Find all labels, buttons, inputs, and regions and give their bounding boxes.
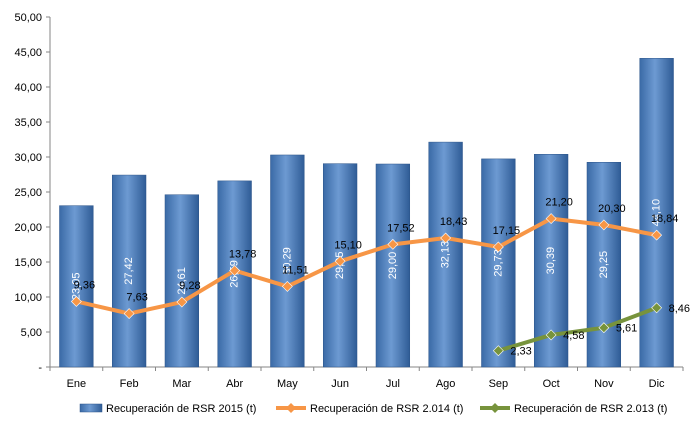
- x-tick-label: Jul: [386, 378, 400, 390]
- bar: [428, 141, 463, 368]
- bar-series-2015: [59, 58, 674, 368]
- y-tick-label: 40,00: [14, 82, 42, 94]
- point-data-label: 15,10: [334, 239, 362, 251]
- y-axis: - 5,00 10,00 15,00 20,00 25,00 30,00 35,00 40,00…: [14, 12, 51, 374]
- bar: [270, 154, 305, 368]
- bar-data-labels: 23,0527,4224,6126,5930,2929,0529,0032,13…: [70, 199, 662, 300]
- line-series-2: 2,33 4,58 5,61 8,46: [492, 302, 690, 358]
- x-axis: Ene Feb Mar Abr May Jun Jul Ago Sep Oct Nov Dic: [49, 366, 684, 390]
- legend-swatch: [79, 403, 103, 413]
- legend-label: Recuperación de RSR 2.014 (t): [310, 403, 463, 415]
- series-marker: [545, 329, 557, 341]
- series-marker: [492, 241, 504, 253]
- y-tick-label: 5,00: [21, 327, 42, 339]
- bar-data-label: 23,05: [70, 273, 82, 301]
- bar-data-label: 27,42: [123, 257, 135, 285]
- point-data-label: 20,30: [598, 203, 626, 215]
- x-tick-label: Sep: [489, 378, 509, 390]
- series-marker: [492, 345, 504, 357]
- y-tick-label: 35,00: [14, 117, 42, 129]
- series-marker: [123, 308, 135, 320]
- series-marker: [545, 213, 557, 225]
- bar-data-label: 29,25: [598, 251, 610, 279]
- point-data-label: 9,28: [179, 280, 200, 292]
- bar-data-label: 32,13: [440, 241, 452, 269]
- bar: [164, 194, 200, 368]
- y-tick-label: 10,00: [14, 292, 42, 304]
- legend-entry: Recuperación de RSR 2.013 (t): [480, 403, 667, 415]
- series-marker: [70, 296, 82, 307]
- series-marker: [651, 302, 663, 314]
- bar-data-label: 29,00: [387, 252, 399, 280]
- legend-swatch-marker: [286, 403, 296, 413]
- point-data-label: 2,33: [510, 346, 531, 358]
- y-tick-label: 50,00: [14, 12, 42, 24]
- series-line: [497, 305, 658, 353]
- point-data-label: 9,36: [74, 279, 95, 291]
- bar-data-label: 24,61: [176, 267, 188, 295]
- legend-entry: Recuperación de RSR 2015 (t): [79, 403, 256, 415]
- bar-data-label: 44,10: [651, 199, 663, 227]
- series-marker: [334, 255, 346, 267]
- y-tick-label: -: [38, 362, 42, 374]
- y-tick-label: 45,00: [14, 47, 42, 59]
- point-data-label: 17,52: [387, 222, 415, 234]
- point-data-label: 11,51: [282, 264, 309, 276]
- x-tick-label: Jun: [331, 378, 349, 390]
- point-data-label: 8,46: [669, 303, 690, 315]
- bar: [481, 158, 516, 368]
- point-data-label: 7,63: [126, 292, 147, 304]
- series-line: [75, 216, 658, 316]
- series-marker: [387, 238, 399, 250]
- series-marker: [598, 219, 610, 231]
- legend-label: Recuperación de RSR 2.013 (t): [514, 403, 667, 415]
- chart-legend: Recuperación de RSR 2015 (t) Recuperación…: [79, 403, 667, 415]
- point-data-label: 18,43: [440, 216, 468, 228]
- bar-data-label: 29,73: [492, 249, 504, 277]
- x-tick-label: Nov: [594, 378, 614, 390]
- bar-data-label: 30,29: [281, 247, 293, 275]
- bar: [375, 163, 411, 368]
- series-marker: [281, 281, 293, 292]
- series-marker: [651, 229, 663, 241]
- series-marker: [598, 322, 610, 334]
- bar-data-label: 30,39: [545, 247, 557, 275]
- y-tick-label: 15,00: [14, 257, 42, 269]
- point-data-label: 18,84: [651, 213, 679, 225]
- x-tick-label: Ene: [67, 378, 87, 390]
- y-tick-label: 30,00: [14, 152, 42, 164]
- x-tick-label: Mar: [172, 378, 191, 390]
- point-data-label: 17,15: [493, 225, 521, 237]
- x-tick-label: Oct: [543, 378, 560, 390]
- x-tick-label: Abr: [226, 378, 243, 390]
- series-marker: [229, 265, 241, 276]
- point-data-label: 5,61: [616, 323, 637, 335]
- series-marker: [440, 232, 452, 244]
- bar: [111, 174, 147, 368]
- x-tick-label: Dic: [649, 378, 665, 390]
- y-tick-label: 25,00: [14, 187, 42, 199]
- legend-swatch-marker: [490, 403, 500, 413]
- x-tick-label: May: [277, 378, 298, 390]
- bar: [639, 58, 674, 368]
- point-data-label: 13,78: [229, 249, 257, 261]
- y-tick-label: 20,00: [14, 222, 42, 234]
- x-tick-label: Ago: [436, 378, 456, 390]
- point-data-label: 21,20: [545, 197, 573, 209]
- legend-entry: Recuperación de RSR 2.014 (t): [276, 403, 463, 415]
- bar: [59, 205, 94, 368]
- x-tick-label: Feb: [120, 378, 139, 390]
- line-series: 9,36 7,63 9,28 13,78 11,51 15,10 17,52 18,43 17,…: [70, 197, 690, 358]
- series-marker: [176, 296, 188, 308]
- point-data-label: 4,58: [563, 330, 584, 342]
- legend-label: Recuperación de RSR 2015 (t): [106, 403, 256, 415]
- line-series-1: 9,36 7,63 9,28 13,78 11,51 15,10 17,52 18,43 17,…: [70, 197, 679, 320]
